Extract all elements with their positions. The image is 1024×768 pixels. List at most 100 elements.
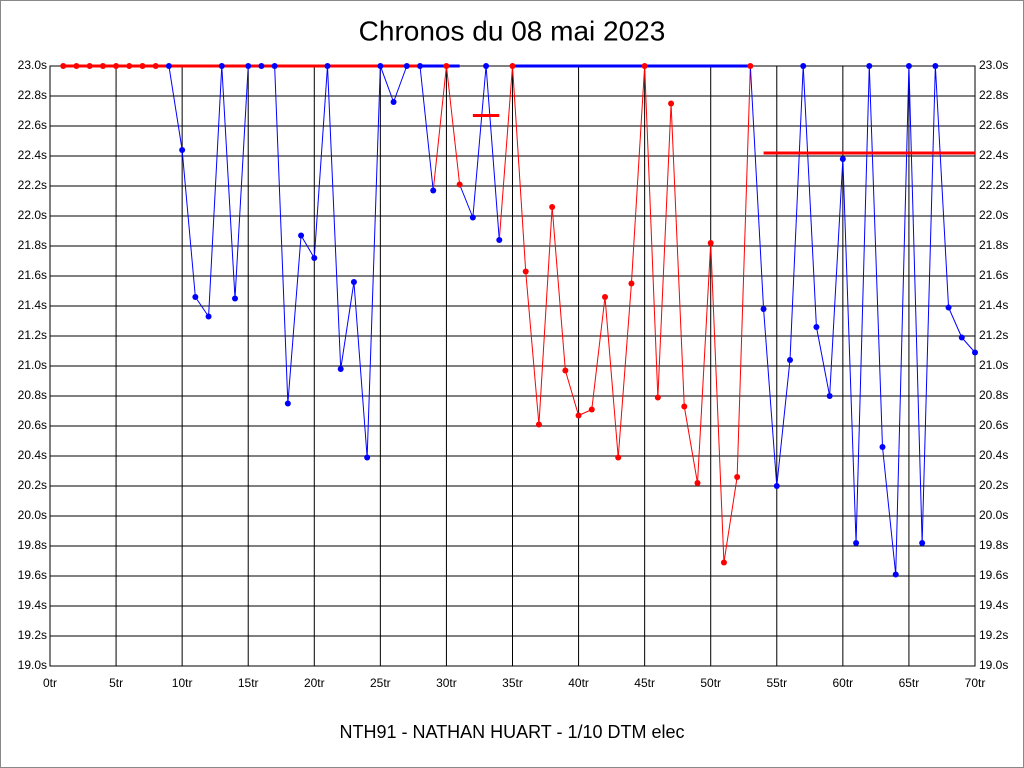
line-segment: [551, 206, 566, 371]
line-segment: [644, 65, 659, 398]
line-segment: [168, 65, 183, 151]
point: [179, 147, 186, 153]
point: [377, 63, 384, 69]
point: [549, 204, 556, 210]
point: [866, 63, 873, 69]
y2-tick-label: 22.8s: [979, 88, 1008, 102]
line-segment: [829, 158, 844, 397]
line-segment: [961, 337, 976, 353]
x-tick-label: 25tr: [370, 676, 391, 690]
line-segment: [485, 65, 500, 241]
y2-tick-label: 21.4s: [979, 298, 1008, 312]
y-tick-label: 22.0s: [18, 208, 47, 222]
y2-tick-label: 19.0s: [979, 658, 1008, 672]
point: [139, 63, 146, 69]
point: [602, 294, 608, 300]
line-segment: [432, 65, 447, 191]
point: [905, 63, 912, 69]
line-segment: [234, 65, 249, 299]
x-tick-label: 45tr: [634, 676, 655, 690]
point: [853, 540, 860, 546]
point: [298, 232, 305, 239]
y-tick-label: 21.6s: [18, 268, 47, 282]
y-tick-label: 19.2s: [18, 628, 47, 642]
line-segment: [604, 296, 619, 458]
line-segment: [512, 65, 527, 272]
point: [126, 63, 133, 69]
line-segment: [776, 359, 791, 487]
point: [522, 268, 529, 275]
point: [99, 63, 106, 69]
point: [417, 63, 423, 69]
x-tick-label: 15tr: [238, 676, 259, 690]
line-segment: [419, 65, 434, 191]
point: [575, 412, 582, 419]
x-tick-label: 10tr: [172, 676, 193, 690]
y-tick-label: 21.2s: [18, 328, 47, 342]
line-segment: [340, 281, 355, 370]
y2-tick-label: 19.6s: [979, 568, 1008, 582]
y-tick-label: 21.8s: [18, 238, 47, 252]
line-segment: [921, 65, 936, 544]
y-tick-label: 20.4s: [18, 448, 47, 462]
point: [800, 63, 807, 69]
line-segment: [723, 476, 738, 563]
line-segment: [908, 65, 923, 544]
y2-tick-label: 22.0s: [979, 208, 1008, 222]
line-segment: [657, 103, 672, 398]
point: [271, 63, 278, 69]
point: [403, 63, 410, 69]
line-segment: [472, 65, 487, 218]
y2-tick-label: 21.2s: [979, 328, 1008, 342]
point: [826, 393, 833, 399]
y2-tick-label: 20.8s: [979, 388, 1008, 402]
y2-tick-label: 23.0s: [979, 58, 1008, 72]
line-segment: [313, 65, 328, 259]
line-segment: [194, 296, 209, 317]
point: [73, 63, 80, 69]
point: [509, 63, 516, 69]
point: [364, 454, 371, 461]
x-tick-label: 60tr: [833, 676, 854, 690]
point: [694, 480, 701, 486]
point: [443, 63, 450, 69]
point: [615, 454, 622, 461]
line-segment: [459, 184, 474, 218]
y2-tick-label: 19.4s: [979, 598, 1008, 612]
y2-tick-label: 21.6s: [979, 268, 1008, 282]
line-segment: [815, 326, 831, 397]
line-segment: [868, 65, 883, 448]
point: [668, 100, 675, 107]
x-tick-label: 30tr: [436, 676, 457, 690]
x-tick-label: 65tr: [899, 676, 920, 690]
line-segment: [842, 158, 857, 544]
point: [919, 540, 926, 546]
chart-footer: NTH91 - NATHAN HUART - 1/10 DTM elec: [339, 722, 684, 742]
chart-title: Chronos du 08 mai 2023: [359, 15, 666, 46]
point: [456, 181, 463, 188]
line-segment: [287, 235, 302, 404]
line-segment: [802, 65, 817, 328]
point: [839, 156, 846, 162]
y2-tick-label: 22.6s: [979, 118, 1008, 132]
y-tick-label: 19.4s: [18, 598, 47, 612]
y2-tick-label: 20.0s: [979, 508, 1008, 522]
line-segment: [445, 65, 461, 185]
line-segment: [327, 65, 342, 370]
point: [86, 63, 93, 69]
x-tick-label: 5tr: [109, 676, 123, 690]
line-segment: [670, 103, 685, 407]
x-tick-label: 20tr: [304, 676, 325, 690]
point: [205, 313, 212, 320]
line-segment: [617, 283, 632, 458]
line-segment: [683, 406, 698, 484]
y-tick-label: 20.6s: [18, 418, 47, 432]
y-tick-label: 19.6s: [18, 568, 47, 582]
point: [773, 483, 780, 489]
point: [350, 279, 357, 285]
line-segment: [697, 242, 712, 484]
point: [165, 63, 172, 69]
line-segment: [538, 206, 553, 425]
